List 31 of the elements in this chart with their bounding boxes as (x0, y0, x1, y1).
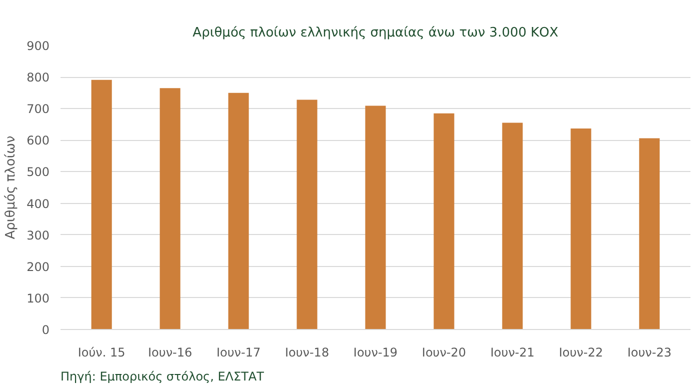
x-tick-label: Ιουν-22 (558, 346, 604, 360)
bar (570, 128, 592, 330)
x-tick-label: Ιουν-17 (216, 346, 261, 360)
y-tick-label: 200 (26, 260, 50, 274)
bar (228, 92, 249, 330)
x-tick-label: Ιούν. 15 (78, 346, 126, 360)
y-tick-label: 0 (42, 323, 50, 337)
x-tick-label: Ιουν-19 (353, 346, 398, 360)
y-tick-label: 600 (26, 134, 50, 148)
x-tick-label: Ιουν-16 (148, 346, 192, 360)
y-tick-label: 500 (26, 165, 50, 180)
text: Πηγή: Εμπορικός στόλος, ΕΛΣΤΑΤ (60, 370, 265, 384)
bar (296, 100, 318, 330)
y-axis-title: Αριθμός πλοίων (4, 136, 19, 240)
x-tick-label: Ιουν-21 (490, 346, 535, 360)
x-tick-label: Ιουν-20 (422, 346, 466, 360)
bar (365, 106, 386, 330)
x-tick-label: Ιουν-18 (284, 346, 330, 360)
bar (434, 113, 454, 330)
bar (160, 88, 180, 330)
y-tick-label: 800 (26, 70, 50, 85)
y-tick-label: 100 (26, 291, 50, 306)
bar (91, 80, 112, 330)
bar (502, 122, 523, 330)
y-tick-label: 400 (26, 196, 50, 211)
chart-title: Αριθμός πλοίων ελληνικής σημαίας άνω των 3.000 ΚΟΧ (192, 26, 558, 40)
y-tick-label: 900 (26, 39, 50, 53)
x-tick-label: Ιουν-23 (627, 346, 672, 360)
y-tick-label: 300 (26, 228, 50, 242)
bar (639, 138, 660, 330)
y-tick-label: 700 (26, 102, 50, 116)
